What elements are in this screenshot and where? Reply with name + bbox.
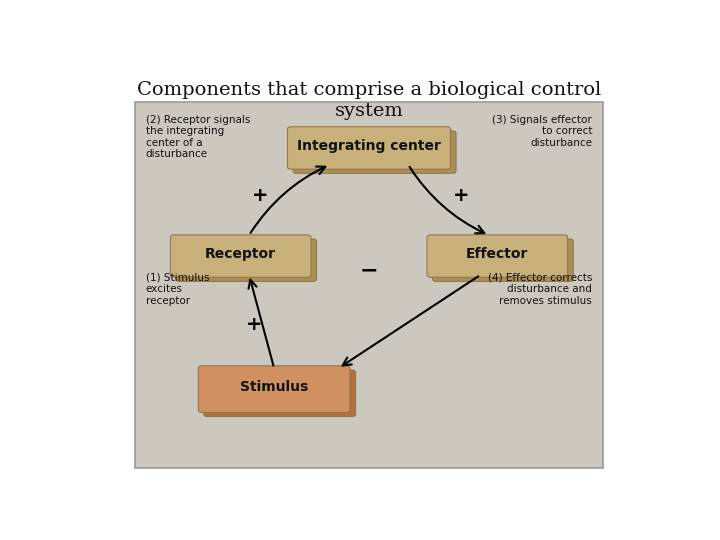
Text: Stimulus: Stimulus bbox=[240, 380, 308, 394]
FancyBboxPatch shape bbox=[204, 370, 356, 416]
FancyBboxPatch shape bbox=[135, 102, 603, 468]
Text: (2) Receptor signals
the integrating
center of a
disturbance: (2) Receptor signals the integrating cen… bbox=[145, 114, 250, 159]
Text: +: + bbox=[246, 315, 263, 334]
Text: +: + bbox=[453, 186, 469, 205]
Text: Effector: Effector bbox=[466, 247, 528, 261]
FancyBboxPatch shape bbox=[176, 239, 317, 281]
Text: (3) Signals effector
to correct
disturbance: (3) Signals effector to correct disturba… bbox=[492, 114, 593, 148]
FancyBboxPatch shape bbox=[287, 127, 451, 169]
Text: (1) Stimulus
excites
receptor: (1) Stimulus excites receptor bbox=[145, 273, 210, 306]
Text: Receptor: Receptor bbox=[205, 247, 276, 261]
FancyBboxPatch shape bbox=[198, 366, 350, 413]
Text: (4) Effector corrects
disturbance and
removes stimulus: (4) Effector corrects disturbance and re… bbox=[488, 273, 593, 306]
FancyBboxPatch shape bbox=[171, 235, 311, 277]
FancyBboxPatch shape bbox=[293, 131, 456, 173]
Text: +: + bbox=[252, 186, 269, 205]
FancyBboxPatch shape bbox=[427, 235, 567, 277]
Text: −: − bbox=[360, 261, 378, 281]
FancyBboxPatch shape bbox=[433, 239, 573, 281]
Text: Components that comprise a biological control
system: Components that comprise a biological co… bbox=[137, 82, 601, 120]
Text: Integrating center: Integrating center bbox=[297, 139, 441, 153]
